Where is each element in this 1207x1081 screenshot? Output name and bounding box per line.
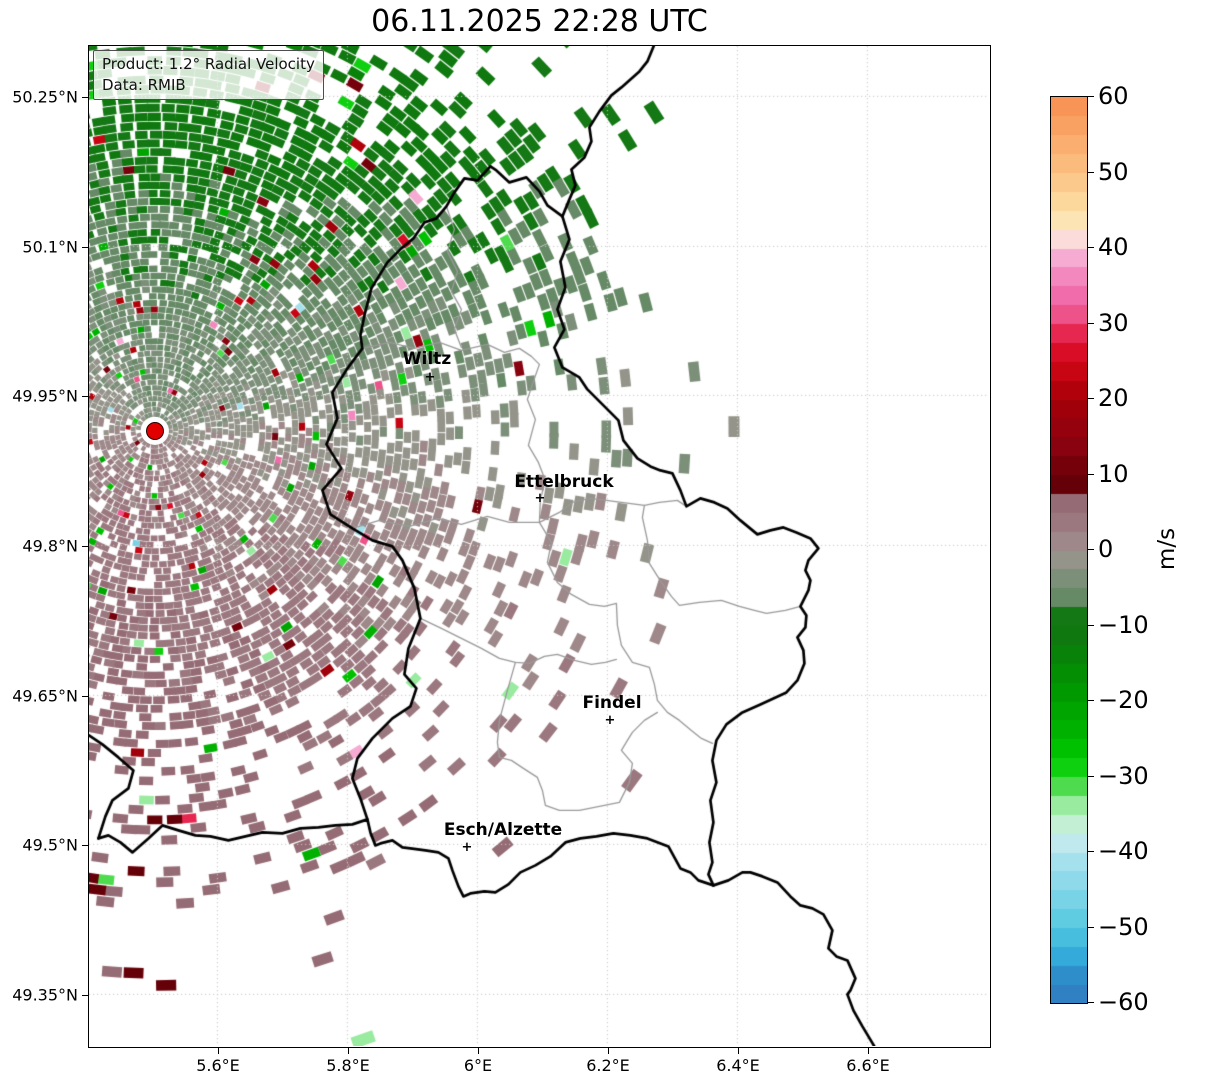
colorbar-tick-label: −60 xyxy=(1098,988,1149,1016)
city-marker-icon: + xyxy=(534,490,546,506)
lon-tick-mark xyxy=(868,1048,870,1054)
product-info-box: Product: 1.2° Radial Velocity Data: RMIB xyxy=(93,50,324,101)
colorbar-tick-mark xyxy=(1088,775,1094,777)
lat-tick-mark xyxy=(82,97,88,99)
city-marker-icon: + xyxy=(461,839,473,855)
page-title: 06.11.2025 22:28 UTC xyxy=(371,4,708,39)
lat-tick-mark xyxy=(82,396,88,398)
city-marker-icon: + xyxy=(424,369,436,385)
colorbar-tick-mark xyxy=(1088,398,1094,400)
city-label: Esch/Alzette xyxy=(443,820,563,840)
colorbar-tick-label: 40 xyxy=(1098,233,1129,261)
lon-tick-label: 5.6°E xyxy=(196,1056,240,1075)
colorbar-tick-mark xyxy=(1088,700,1094,702)
city-marker-icon: + xyxy=(604,712,616,728)
colorbar-tick-label: 0 xyxy=(1098,535,1114,563)
colorbar-canvas xyxy=(1051,97,1087,1003)
colorbar xyxy=(1050,96,1088,1004)
lat-tick-label: 49.95°N xyxy=(12,386,78,406)
city-label: Findel xyxy=(582,693,642,713)
colorbar-tick-mark xyxy=(1088,851,1094,853)
lat-tick-label: 50.1°N xyxy=(22,237,78,257)
colorbar-tick-mark xyxy=(1088,322,1094,324)
lat-tick-label: 49.65°N xyxy=(12,686,78,706)
lat-tick-label: 50.25°N xyxy=(12,87,78,107)
colorbar-tick-label: −10 xyxy=(1098,610,1149,639)
colorbar-unit-label: m/s xyxy=(1154,527,1180,571)
lon-tick-label: 6.4°E xyxy=(716,1056,760,1075)
lon-tick-label: 6.6°E xyxy=(846,1056,890,1075)
colorbar-tick-mark xyxy=(1088,926,1094,928)
lon-tick-mark xyxy=(738,1048,740,1054)
radar-velocity-canvas xyxy=(89,46,989,1046)
lon-tick-mark xyxy=(348,1048,350,1054)
colorbar-tick-mark xyxy=(1088,549,1094,551)
colorbar-tick-label: 60 xyxy=(1098,82,1129,110)
lat-tick-label: 49.35°N xyxy=(12,985,78,1005)
lat-tick-mark xyxy=(82,696,88,698)
map-plot: Product: 1.2° Radial Velocity Data: RMIB xyxy=(88,45,991,1048)
city-label: Wiltz xyxy=(402,349,452,369)
lon-tick-label: 6°E xyxy=(463,1056,493,1075)
colorbar-tick-label: 50 xyxy=(1098,157,1129,186)
lat-tick-mark xyxy=(82,995,88,997)
lon-tick-label: 5.8°E xyxy=(326,1056,370,1075)
colorbar-tick-mark xyxy=(1088,1002,1094,1004)
colorbar-tick-mark xyxy=(1088,473,1094,475)
product-label: Product: 1.2° Radial Velocity xyxy=(102,55,315,73)
lat-tick-label: 49.5°N xyxy=(22,835,78,855)
city-label: Ettelbruck xyxy=(514,472,614,492)
lon-tick-mark xyxy=(478,1048,480,1054)
colorbar-tick-mark xyxy=(1088,624,1094,626)
colorbar-tick-label: 10 xyxy=(1098,459,1129,488)
lon-tick-label: 6.2°E xyxy=(586,1056,630,1075)
colorbar-tick-label: −40 xyxy=(1098,837,1149,865)
lat-tick-mark xyxy=(82,546,88,548)
colorbar-tick-label: 30 xyxy=(1098,308,1129,337)
lon-tick-mark xyxy=(218,1048,220,1054)
lon-tick-mark xyxy=(608,1048,610,1054)
radar-site-marker xyxy=(146,422,164,440)
colorbar-tick-mark xyxy=(1088,96,1094,98)
colorbar-tick-label: 20 xyxy=(1098,384,1129,412)
colorbar-tick-mark xyxy=(1088,171,1094,173)
colorbar-tick-label: −30 xyxy=(1098,761,1149,790)
colorbar-tick-label: −20 xyxy=(1098,686,1149,714)
lat-tick-mark xyxy=(82,845,88,847)
lat-tick-mark xyxy=(82,247,88,249)
data-source-label: Data: RMIB xyxy=(102,75,186,94)
lat-tick-label: 49.8°N xyxy=(22,536,78,556)
colorbar-tick-mark xyxy=(1088,247,1094,249)
colorbar-tick-label: −50 xyxy=(1098,912,1149,941)
